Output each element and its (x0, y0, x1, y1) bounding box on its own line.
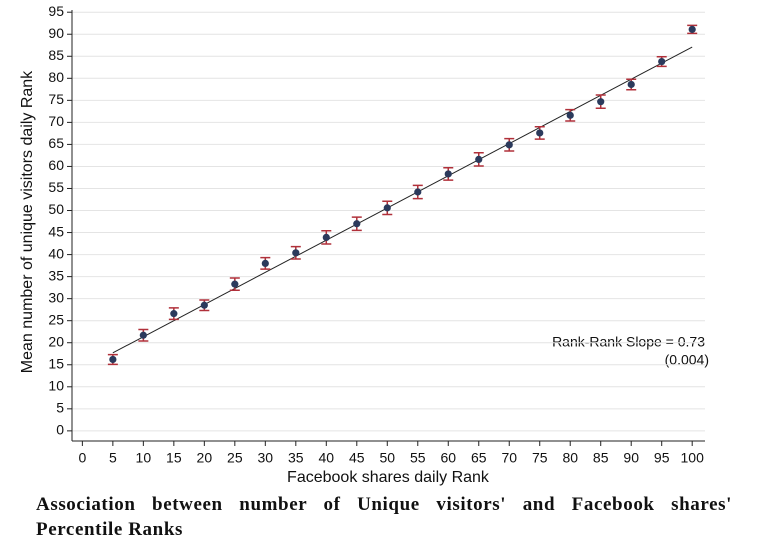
y-tick-label: 90 (48, 25, 64, 41)
x-tick-label: 60 (440, 450, 456, 466)
x-tick-label: 5 (109, 450, 117, 466)
point (322, 233, 330, 241)
point (139, 331, 147, 339)
x-tick-label: 20 (197, 450, 213, 466)
point (109, 355, 117, 364)
y-tick-label: 65 (48, 135, 64, 151)
x-tick-label: 25 (227, 450, 243, 466)
y-tick-label: 45 (48, 223, 64, 239)
y-tick-label: 0 (56, 422, 64, 438)
y-tick-label: 15 (48, 355, 64, 371)
x-tick-label: 55 (410, 450, 426, 466)
x-tick-label: 0 (78, 450, 86, 466)
point (505, 141, 513, 149)
annotation: (0.004) (665, 352, 709, 368)
x-tick-label: 70 (501, 450, 517, 466)
point (536, 129, 544, 137)
y-tick-label: 95 (48, 3, 64, 19)
x-tick-label: 80 (562, 450, 578, 466)
x-tick-label: 95 (654, 450, 670, 466)
chart: Facebook shares daily Rank Mean number o… (19, 3, 709, 486)
y-axis-label: Mean number of unique visitors daily Ran… (19, 70, 36, 373)
point (444, 170, 452, 178)
y-tick-label: 75 (48, 91, 64, 107)
point (200, 301, 208, 309)
x-tick-label: 100 (681, 450, 705, 466)
x-tick-label: 65 (471, 450, 487, 466)
point (353, 220, 361, 228)
y-tick-label: 20 (48, 333, 64, 349)
point (414, 188, 422, 196)
y-tick-label: 25 (48, 311, 64, 327)
point (383, 204, 391, 212)
x-tick-label: 30 (258, 450, 274, 466)
x-axis-label: Facebook shares daily Rank (287, 469, 490, 486)
point (292, 249, 300, 257)
y-tick-label: 55 (48, 179, 64, 195)
point (261, 259, 269, 267)
point (170, 310, 178, 318)
y-tick-label: 50 (48, 201, 64, 217)
point (658, 57, 666, 66)
point (627, 80, 635, 89)
point (597, 98, 605, 106)
y-tick-label: 35 (48, 267, 64, 283)
y-tick-label: 30 (48, 289, 64, 305)
x-tick-label: 85 (593, 450, 609, 466)
x-tick-label: 35 (288, 450, 304, 466)
caption: Association between number of Unique vis… (36, 494, 732, 540)
y-tick-label: 60 (48, 157, 64, 173)
x-tick-label: 10 (136, 450, 152, 466)
y-tick-label: 10 (48, 377, 64, 393)
x-tick-label: 40 (319, 450, 335, 466)
point (475, 155, 483, 163)
x-tick-label: 50 (379, 450, 395, 466)
point (231, 280, 239, 288)
x-tick-label: 90 (623, 450, 639, 466)
fit-line (112, 46, 693, 354)
y-tick-label: 70 (48, 113, 64, 129)
y-tick-label: 5 (56, 400, 64, 416)
x-tick-label: 75 (532, 450, 548, 466)
annotation: Rank-Rank Slope = 0.73 (552, 334, 705, 350)
y-tick-label: 85 (48, 47, 64, 63)
point (688, 25, 696, 33)
y-tick-label: 40 (48, 245, 64, 261)
x-tick-label: 45 (349, 450, 365, 466)
y-tick-label: 80 (48, 69, 64, 85)
point (566, 111, 574, 119)
x-tick-label: 15 (166, 450, 182, 466)
